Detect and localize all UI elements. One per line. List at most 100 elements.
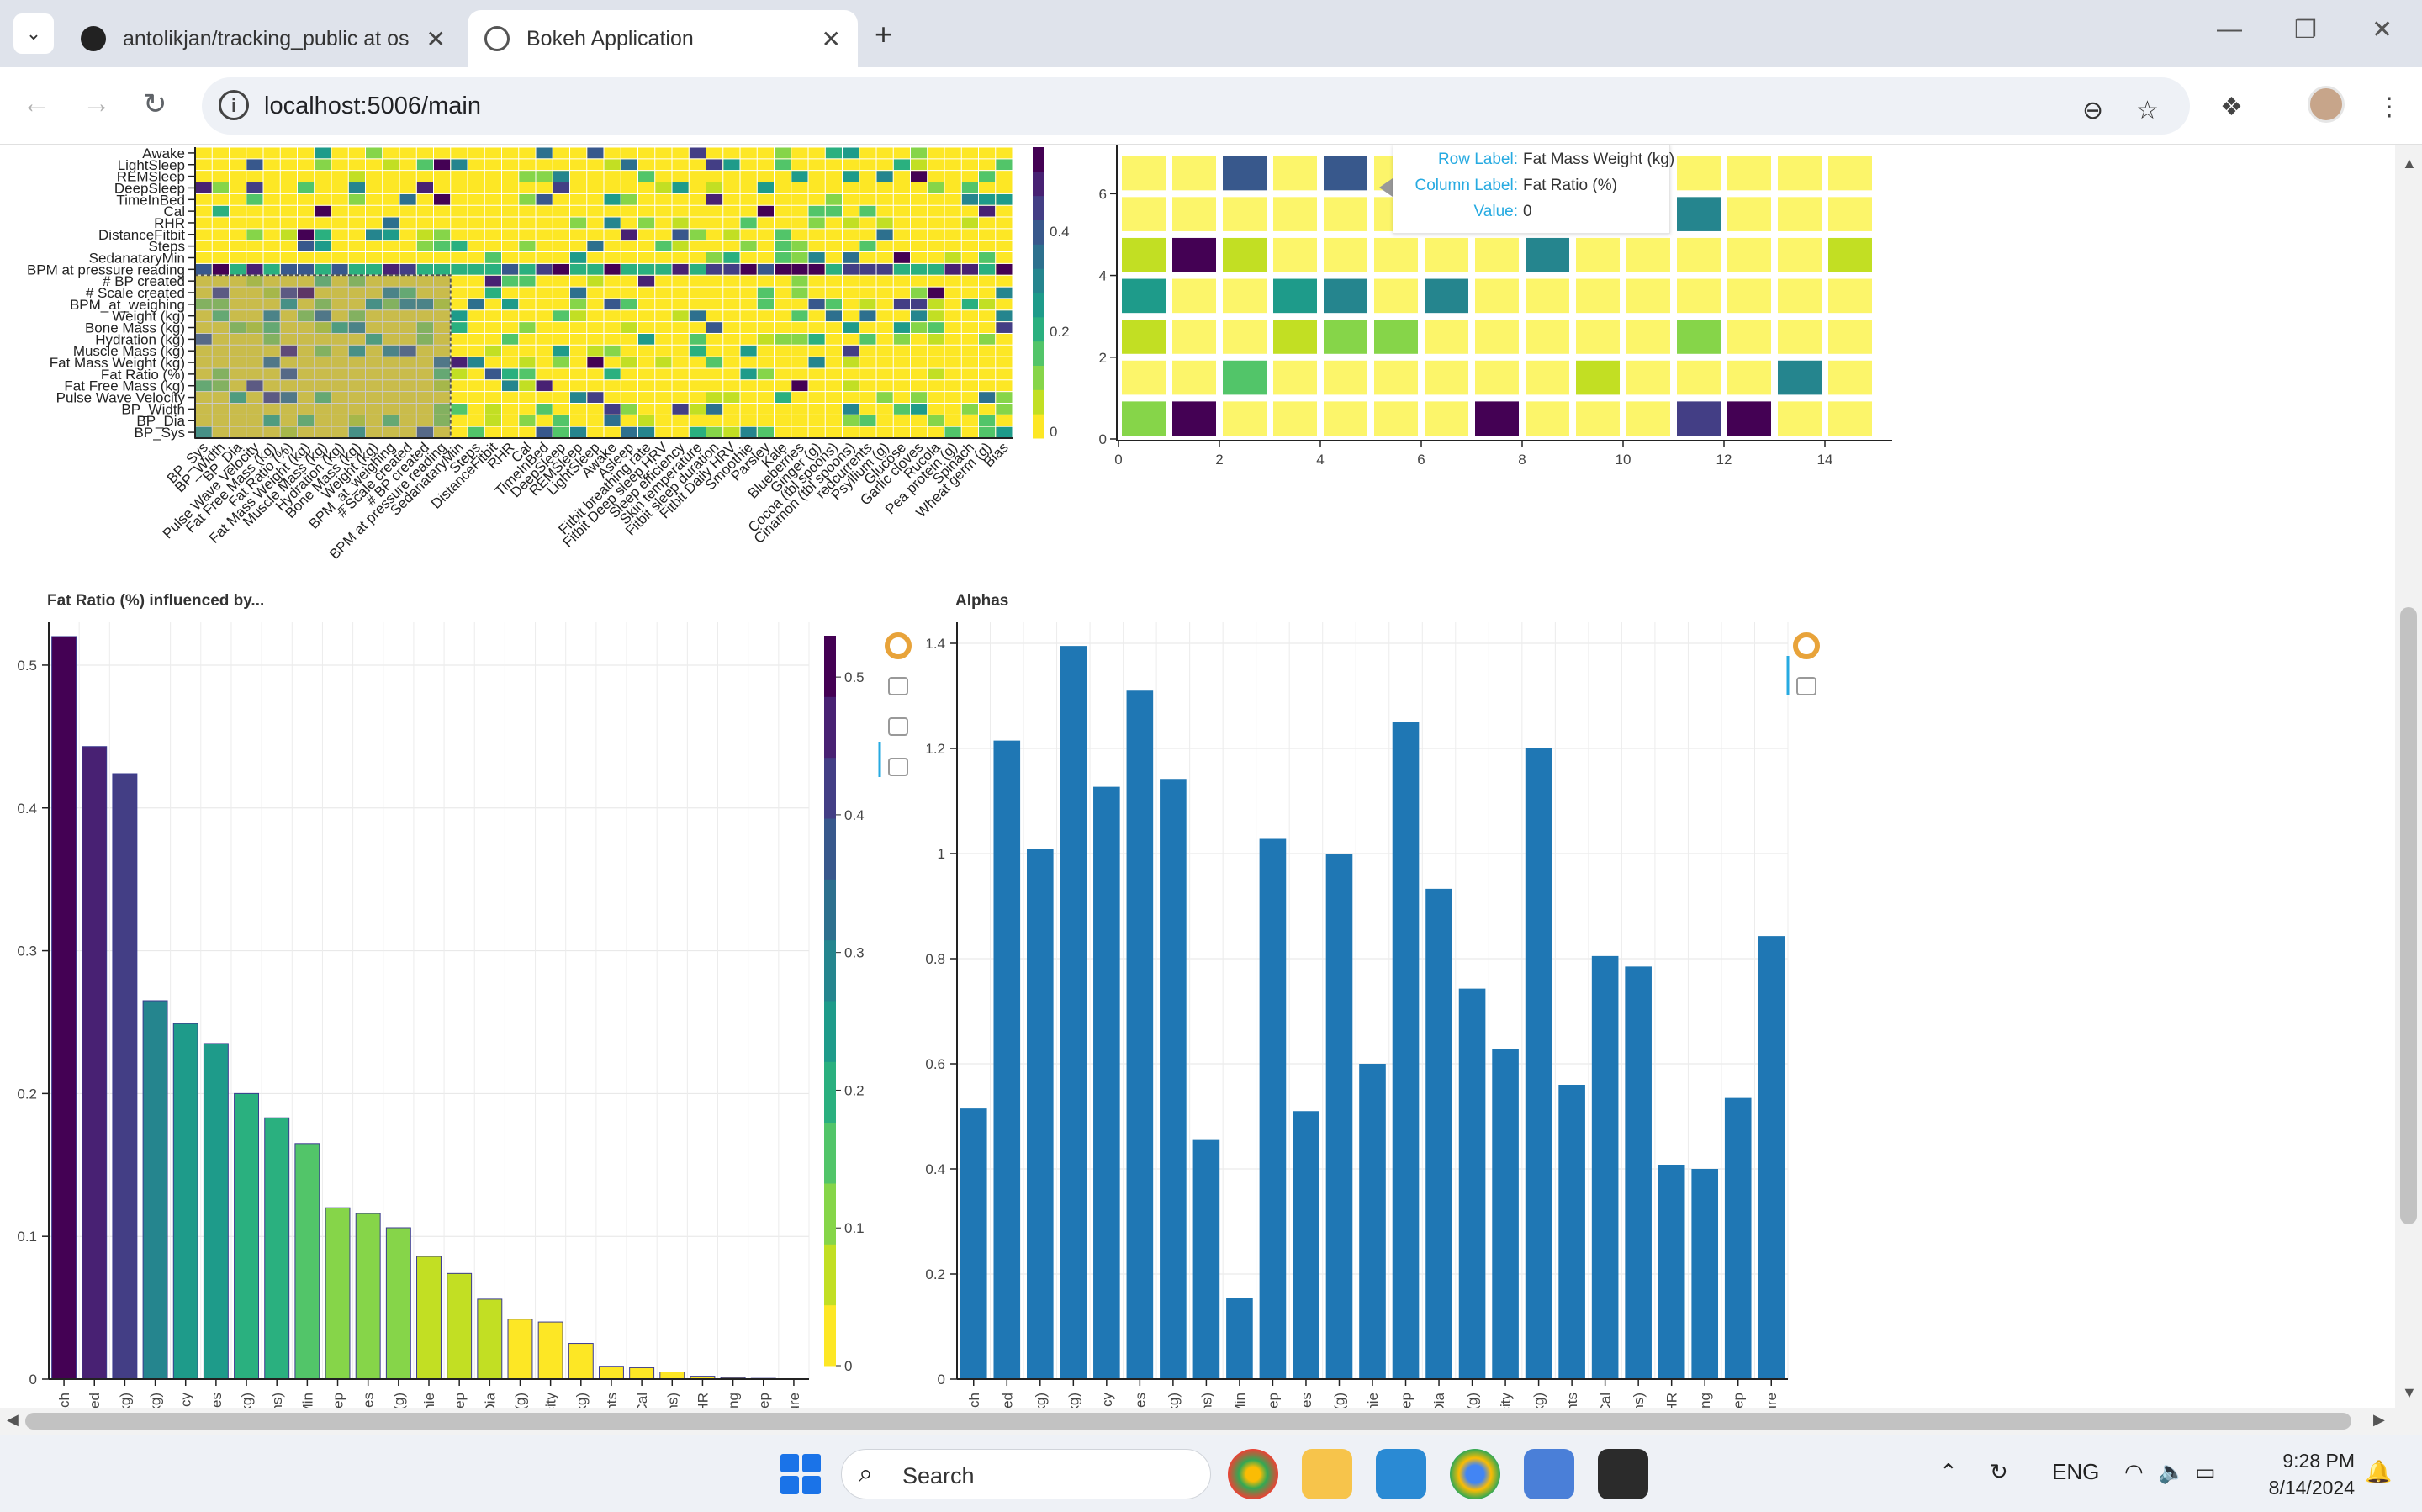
- battery-icon[interactable]: ▭: [2195, 1459, 2216, 1484]
- url-text[interactable]: localhost:5006/main: [264, 93, 481, 119]
- chrome-profile-icon[interactable]: [1228, 1449, 1278, 1499]
- menu-kebab-icon[interactable]: ⋮: [2377, 93, 2402, 121]
- heatmap-cell: [621, 229, 637, 241]
- save-icon[interactable]: [888, 677, 908, 695]
- heatmap-cell: [570, 392, 587, 403]
- heatmap-cell: [655, 241, 672, 252]
- tooltip-value-key: Value:: [1473, 203, 1518, 220]
- colorbar-tick-label: 0.3: [844, 945, 865, 961]
- heatmap-cell: [859, 299, 876, 310]
- fat-ratio-bar-chart[interactable]: Fat Ratio (%) influenced by... 0 0.1 0.2 0.3…: [17, 592, 912, 1408]
- matrix-cell: [1172, 278, 1216, 314]
- bar: [1293, 1111, 1319, 1379]
- window-close-icon[interactable]: ✕: [2372, 16, 2393, 44]
- bokeh-logo-icon[interactable]: [1793, 632, 1820, 659]
- bar: [1591, 955, 1619, 1379]
- x-tick-label: Spinach: [56, 1393, 72, 1408]
- alphas-bar-chart[interactable]: Alphas 0 0.2 0.4 0.6 0.8 1 1.2 1.4 Spinach TimeInB…: [925, 592, 1820, 1408]
- heatmap-cell: [519, 415, 536, 426]
- matrix-heatmap[interactable]: 0 2 4 6 8 10 12 14 0 2 4 6: [1099, 145, 1892, 468]
- y-tick-label: 1: [938, 846, 945, 862]
- heatmap-cell: [808, 333, 825, 345]
- windows-start-icon[interactable]: [780, 1454, 821, 1494]
- hover-icon[interactable]: [1796, 677, 1816, 695]
- zoom-icon[interactable]: ⊖: [2082, 97, 2104, 124]
- colorbar-segment: [1033, 219, 1044, 245]
- volume-icon[interactable]: 🔈: [2158, 1459, 2186, 1484]
- back-arrow-icon[interactable]: ←: [22, 87, 50, 119]
- bar: [112, 773, 138, 1380]
- x-tick-label: LightSleep: [756, 1393, 772, 1408]
- tab-search-chevron-icon[interactable]: ⌄: [13, 13, 54, 54]
- bokeh-logo-icon[interactable]: [885, 632, 912, 659]
- site-info-icon[interactable]: i: [219, 90, 249, 120]
- horizontal-scrollbar[interactable]: ◀ ▶: [0, 1408, 2422, 1435]
- bar: [234, 1092, 260, 1380]
- matrix-cell: [1324, 237, 1367, 272]
- bookmark-star-icon[interactable]: ☆: [2136, 97, 2159, 124]
- language-indicator[interactable]: ENG: [2052, 1459, 2100, 1484]
- matrix-cell: [1677, 360, 1721, 395]
- heatmap-cell: [706, 392, 723, 403]
- close-icon[interactable]: ✕: [821, 25, 841, 52]
- profile-avatar[interactable]: [2308, 86, 2345, 123]
- taskbar-search[interactable]: ⌕ Search: [841, 1449, 1211, 1499]
- x-tick-label: Sleep efficiency: [1099, 1393, 1115, 1408]
- correlation-heatmap[interactable]: AwakeLightSleepREMSleepDeepSleepTimeInBe…: [27, 145, 1013, 563]
- tab-bokeh[interactable]: Bokeh Application ✕: [468, 10, 858, 67]
- system-clock[interactable]: 9:28 PM 8/14/2024: [2254, 1447, 2355, 1501]
- bar: [1625, 966, 1652, 1379]
- scroll-right-arrow-icon[interactable]: ▶: [2373, 1411, 2385, 1428]
- file-explorer-icon[interactable]: [1302, 1449, 1352, 1499]
- restore-icon[interactable]: ❐: [2294, 16, 2317, 44]
- scroll-down-arrow-icon[interactable]: ▼: [2402, 1384, 2417, 1401]
- scroll-up-arrow-icon[interactable]: ▲: [2402, 155, 2417, 172]
- taskbar-search-label: Search: [902, 1463, 975, 1488]
- tab-github[interactable]: antolikjan/tracking_public at os ✕: [64, 10, 463, 67]
- address-bar[interactable]: i localhost:5006/main ⊖ ☆: [202, 77, 2190, 135]
- chrome-icon[interactable]: [1450, 1449, 1500, 1499]
- heatmap-cell: [843, 217, 859, 229]
- scroll-left-arrow-icon[interactable]: ◀: [7, 1411, 19, 1428]
- matrix-cell: [1626, 401, 1670, 436]
- heatmap-cell: [638, 275, 655, 287]
- matrix-cell: [1526, 278, 1569, 314]
- terminal-icon[interactable]: [1598, 1449, 1648, 1499]
- heatmap-cell: [434, 403, 451, 415]
- sync-icon[interactable]: ↻: [1990, 1459, 2008, 1484]
- new-tab-plus-icon[interactable]: +: [875, 17, 893, 51]
- reload-icon[interactable]: ↻: [143, 88, 167, 120]
- vertical-scrollbar[interactable]: ▲ ▼: [2395, 145, 2422, 1408]
- reset-icon[interactable]: [888, 717, 908, 736]
- notepad-icon[interactable]: [1524, 1449, 1574, 1499]
- heatmap-cell: [383, 287, 399, 299]
- heatmap-cell: [928, 299, 944, 310]
- tray-chevron-up-icon[interactable]: ⌃: [1939, 1459, 1958, 1484]
- heatmap-cell: [315, 299, 331, 310]
- heatmap-cell: [315, 275, 331, 287]
- extensions-puzzle-icon[interactable]: ❖: [2220, 93, 2243, 121]
- heatmap-cell: [791, 310, 808, 322]
- heatmap-cell: [843, 415, 859, 426]
- x-tick-label: BP_Dia: [482, 1392, 498, 1408]
- heatmap-cell: [298, 287, 315, 299]
- horizontal-scroll-thumb[interactable]: [25, 1413, 2351, 1430]
- minimize-icon[interactable]: —: [2217, 15, 2242, 43]
- wifi-icon[interactable]: ◠: [2124, 1459, 2144, 1484]
- heatmap-cell: [876, 392, 893, 403]
- forward-arrow-icon[interactable]: →: [82, 87, 111, 119]
- hover-icon[interactable]: [888, 758, 908, 776]
- notification-bell-icon[interactable]: 🔔: [2365, 1459, 2393, 1484]
- heatmap-row-label: Fat Mass Weight (kg): [50, 355, 185, 371]
- y-tick-label: 0: [29, 1372, 37, 1388]
- vscode-icon[interactable]: [1376, 1449, 1426, 1499]
- matrix-cell: [1425, 278, 1468, 314]
- colorbar-segment: [824, 696, 836, 759]
- browser-toolbar: ← → ↻ i localhost:5006/main ⊖ ☆ ❖ ⋮: [0, 67, 2422, 145]
- close-icon[interactable]: ✕: [426, 25, 446, 52]
- heatmap-cell: [893, 252, 910, 263]
- heatmap-cell: [416, 333, 433, 345]
- heatmap-cell: [944, 263, 961, 275]
- vertical-scroll-thumb[interactable]: [2400, 607, 2417, 1224]
- heatmap-cell: [195, 426, 212, 438]
